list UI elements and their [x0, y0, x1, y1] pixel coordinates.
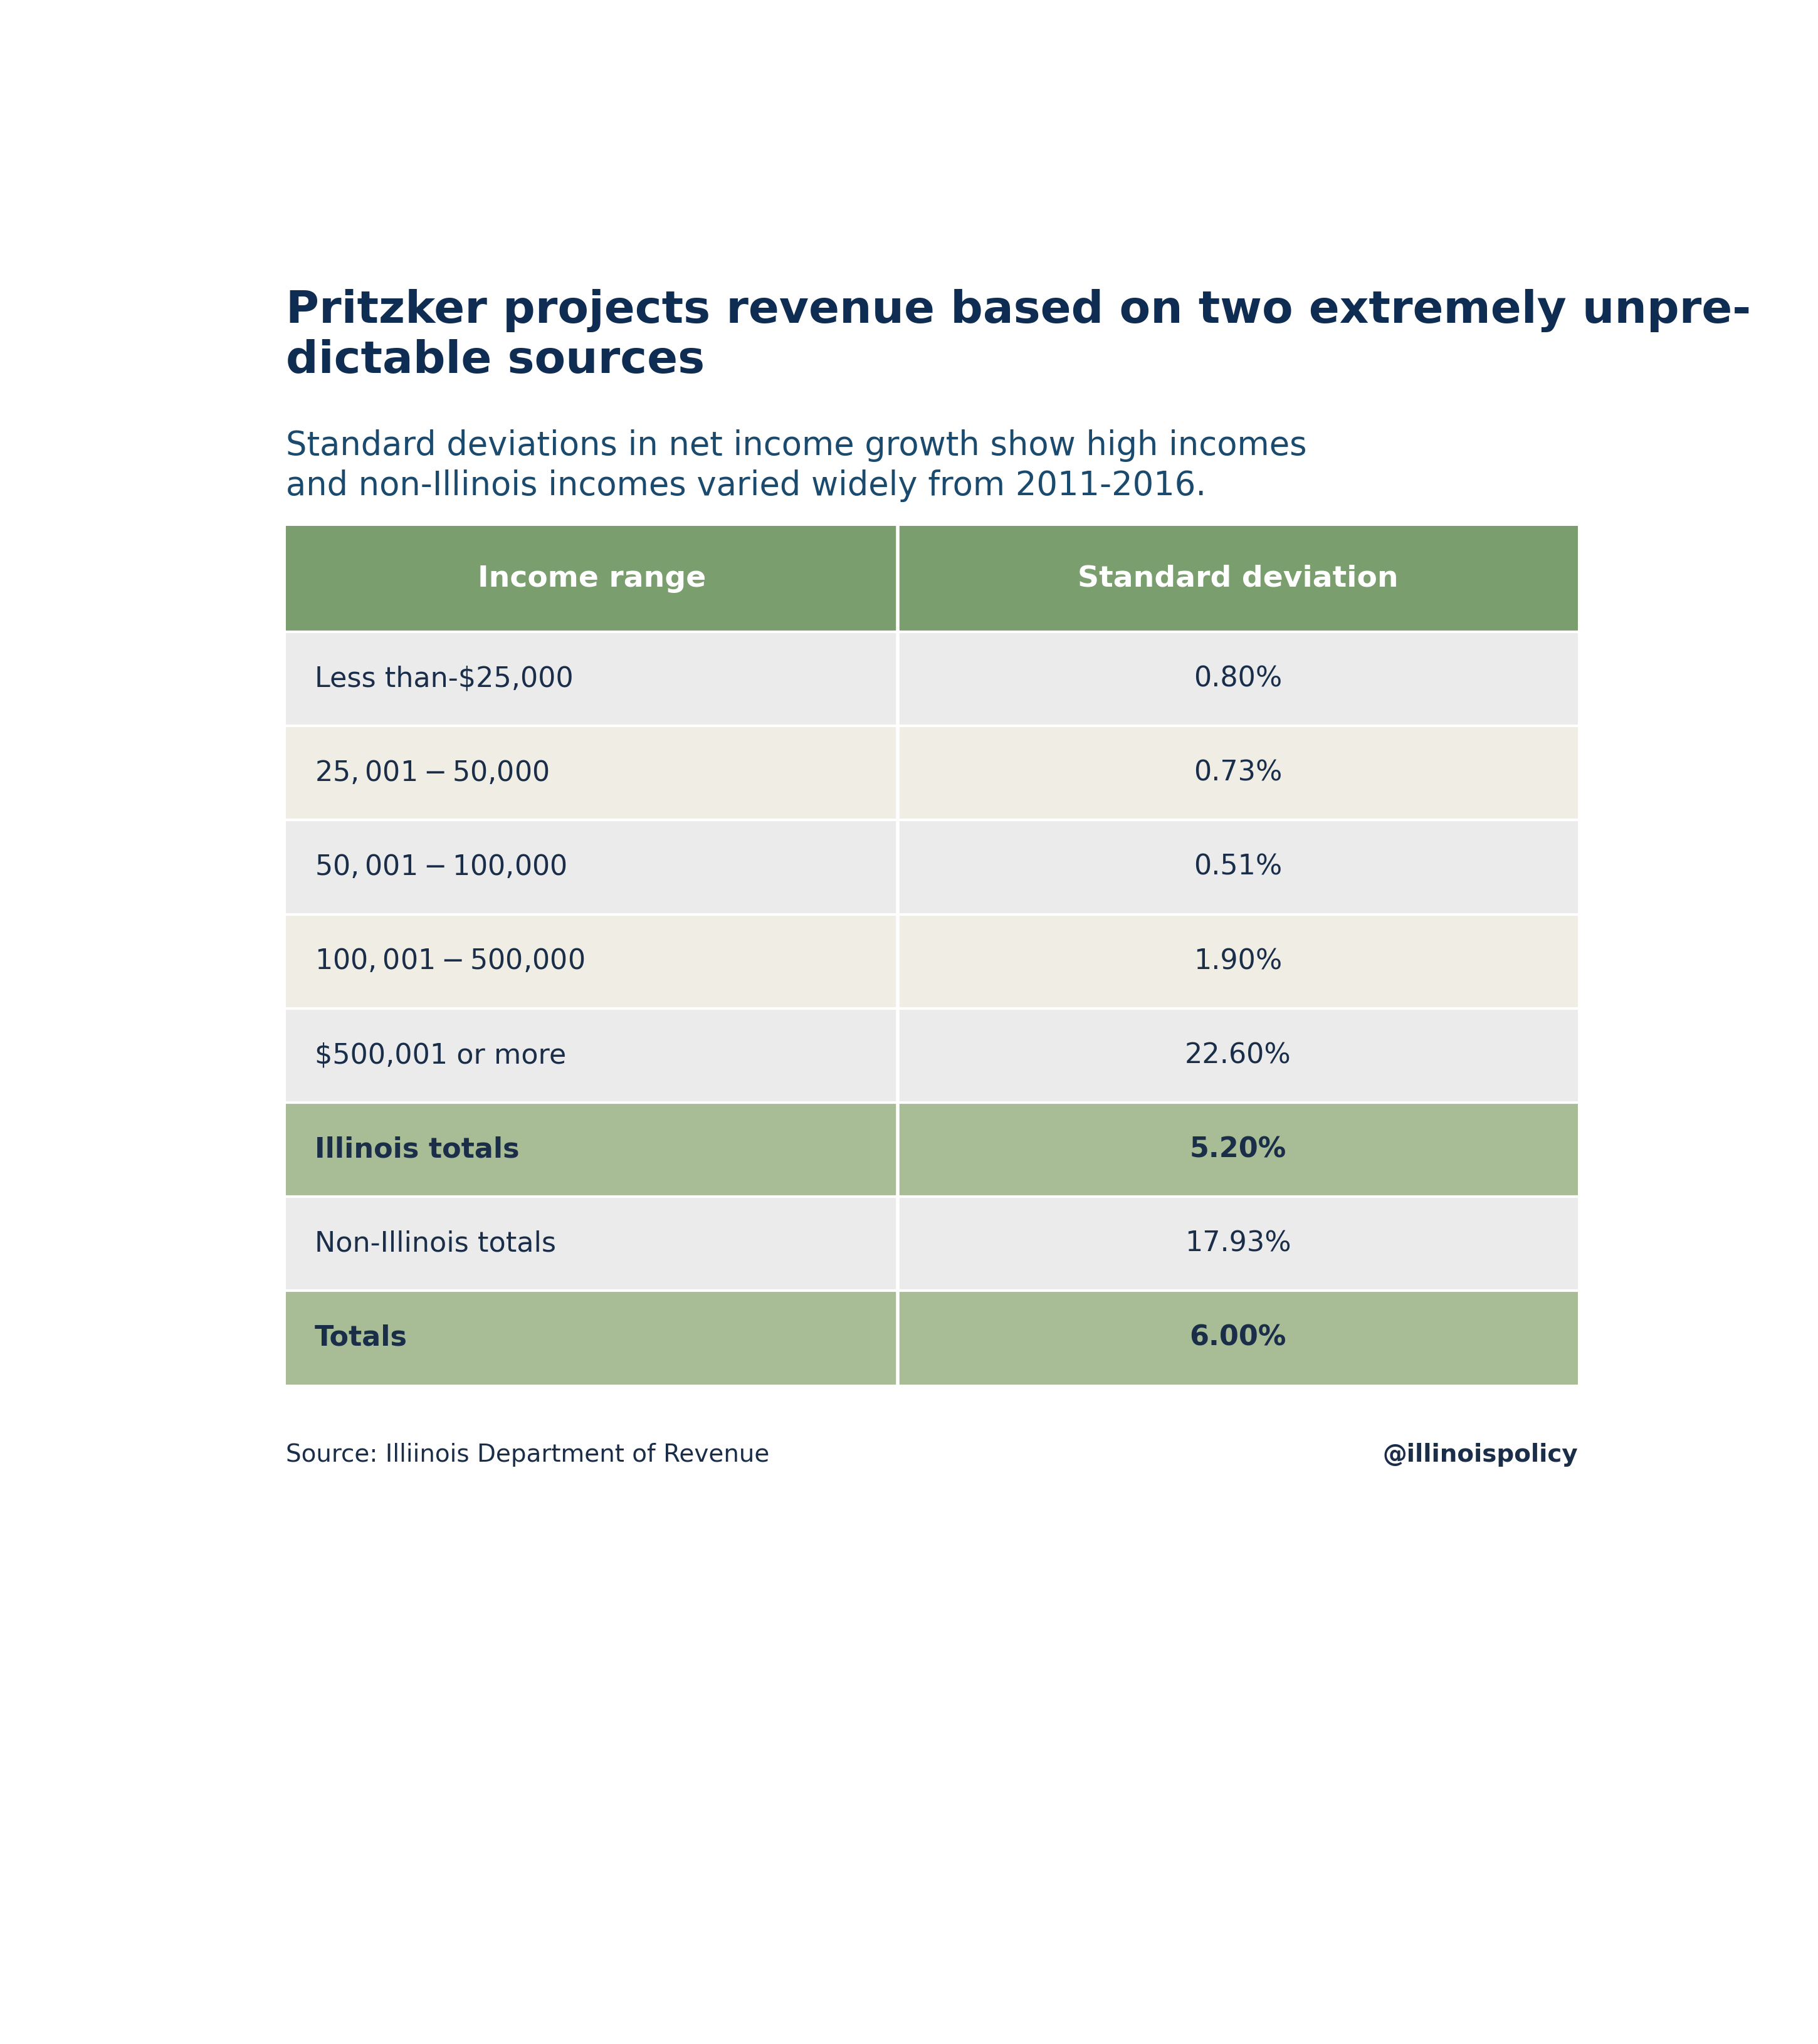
- Text: 5.20%: 5.20%: [1189, 1136, 1285, 1163]
- Text: 0.80%: 0.80%: [1194, 666, 1282, 693]
- Text: 22.60%: 22.60%: [1185, 1042, 1291, 1069]
- Text: Totals: Totals: [315, 1325, 407, 1351]
- Text: 1.90%: 1.90%: [1194, 948, 1282, 975]
- Text: @illinoispolicy: @illinoispolicy: [1382, 1443, 1578, 1466]
- Text: Less than-$25,000: Less than-$25,000: [315, 666, 573, 693]
- Text: Pritzker projects revenue based on two extremely unpre-
dictable sources: Pritzker projects revenue based on two e…: [285, 288, 1751, 382]
- Bar: [285, 726, 1578, 820]
- Text: $25,001-$50,000: $25,001-$50,000: [315, 760, 549, 787]
- Text: Source: Illiinois Department of Revenue: Source: Illiinois Department of Revenue: [285, 1443, 769, 1466]
- Text: Non-Illinois totals: Non-Illinois totals: [315, 1230, 556, 1257]
- Text: 0.51%: 0.51%: [1194, 854, 1282, 881]
- Text: $500,001 or more: $500,001 or more: [315, 1042, 565, 1069]
- Bar: [285, 632, 1578, 726]
- Text: Standard deviation: Standard deviation: [1078, 564, 1398, 593]
- Text: $50,001-$100,000: $50,001-$100,000: [315, 854, 567, 881]
- Text: $100,001-$500,000: $100,001-$500,000: [315, 948, 584, 975]
- Bar: [285, 914, 1578, 1008]
- Bar: [285, 820, 1578, 914]
- Bar: [285, 1008, 1578, 1102]
- Bar: [285, 1102, 1578, 1196]
- Text: Illinois totals: Illinois totals: [315, 1136, 520, 1163]
- Bar: [285, 525, 1578, 632]
- Text: 6.00%: 6.00%: [1189, 1325, 1285, 1351]
- Text: Income range: Income range: [478, 564, 705, 593]
- Text: Standard deviations in net income growth show high incomes
and non-Illinois inco: Standard deviations in net income growth…: [285, 429, 1307, 503]
- Text: 17.93%: 17.93%: [1185, 1230, 1291, 1257]
- Text: 0.73%: 0.73%: [1193, 760, 1282, 787]
- Bar: [285, 1290, 1578, 1384]
- Bar: [285, 1196, 1578, 1290]
